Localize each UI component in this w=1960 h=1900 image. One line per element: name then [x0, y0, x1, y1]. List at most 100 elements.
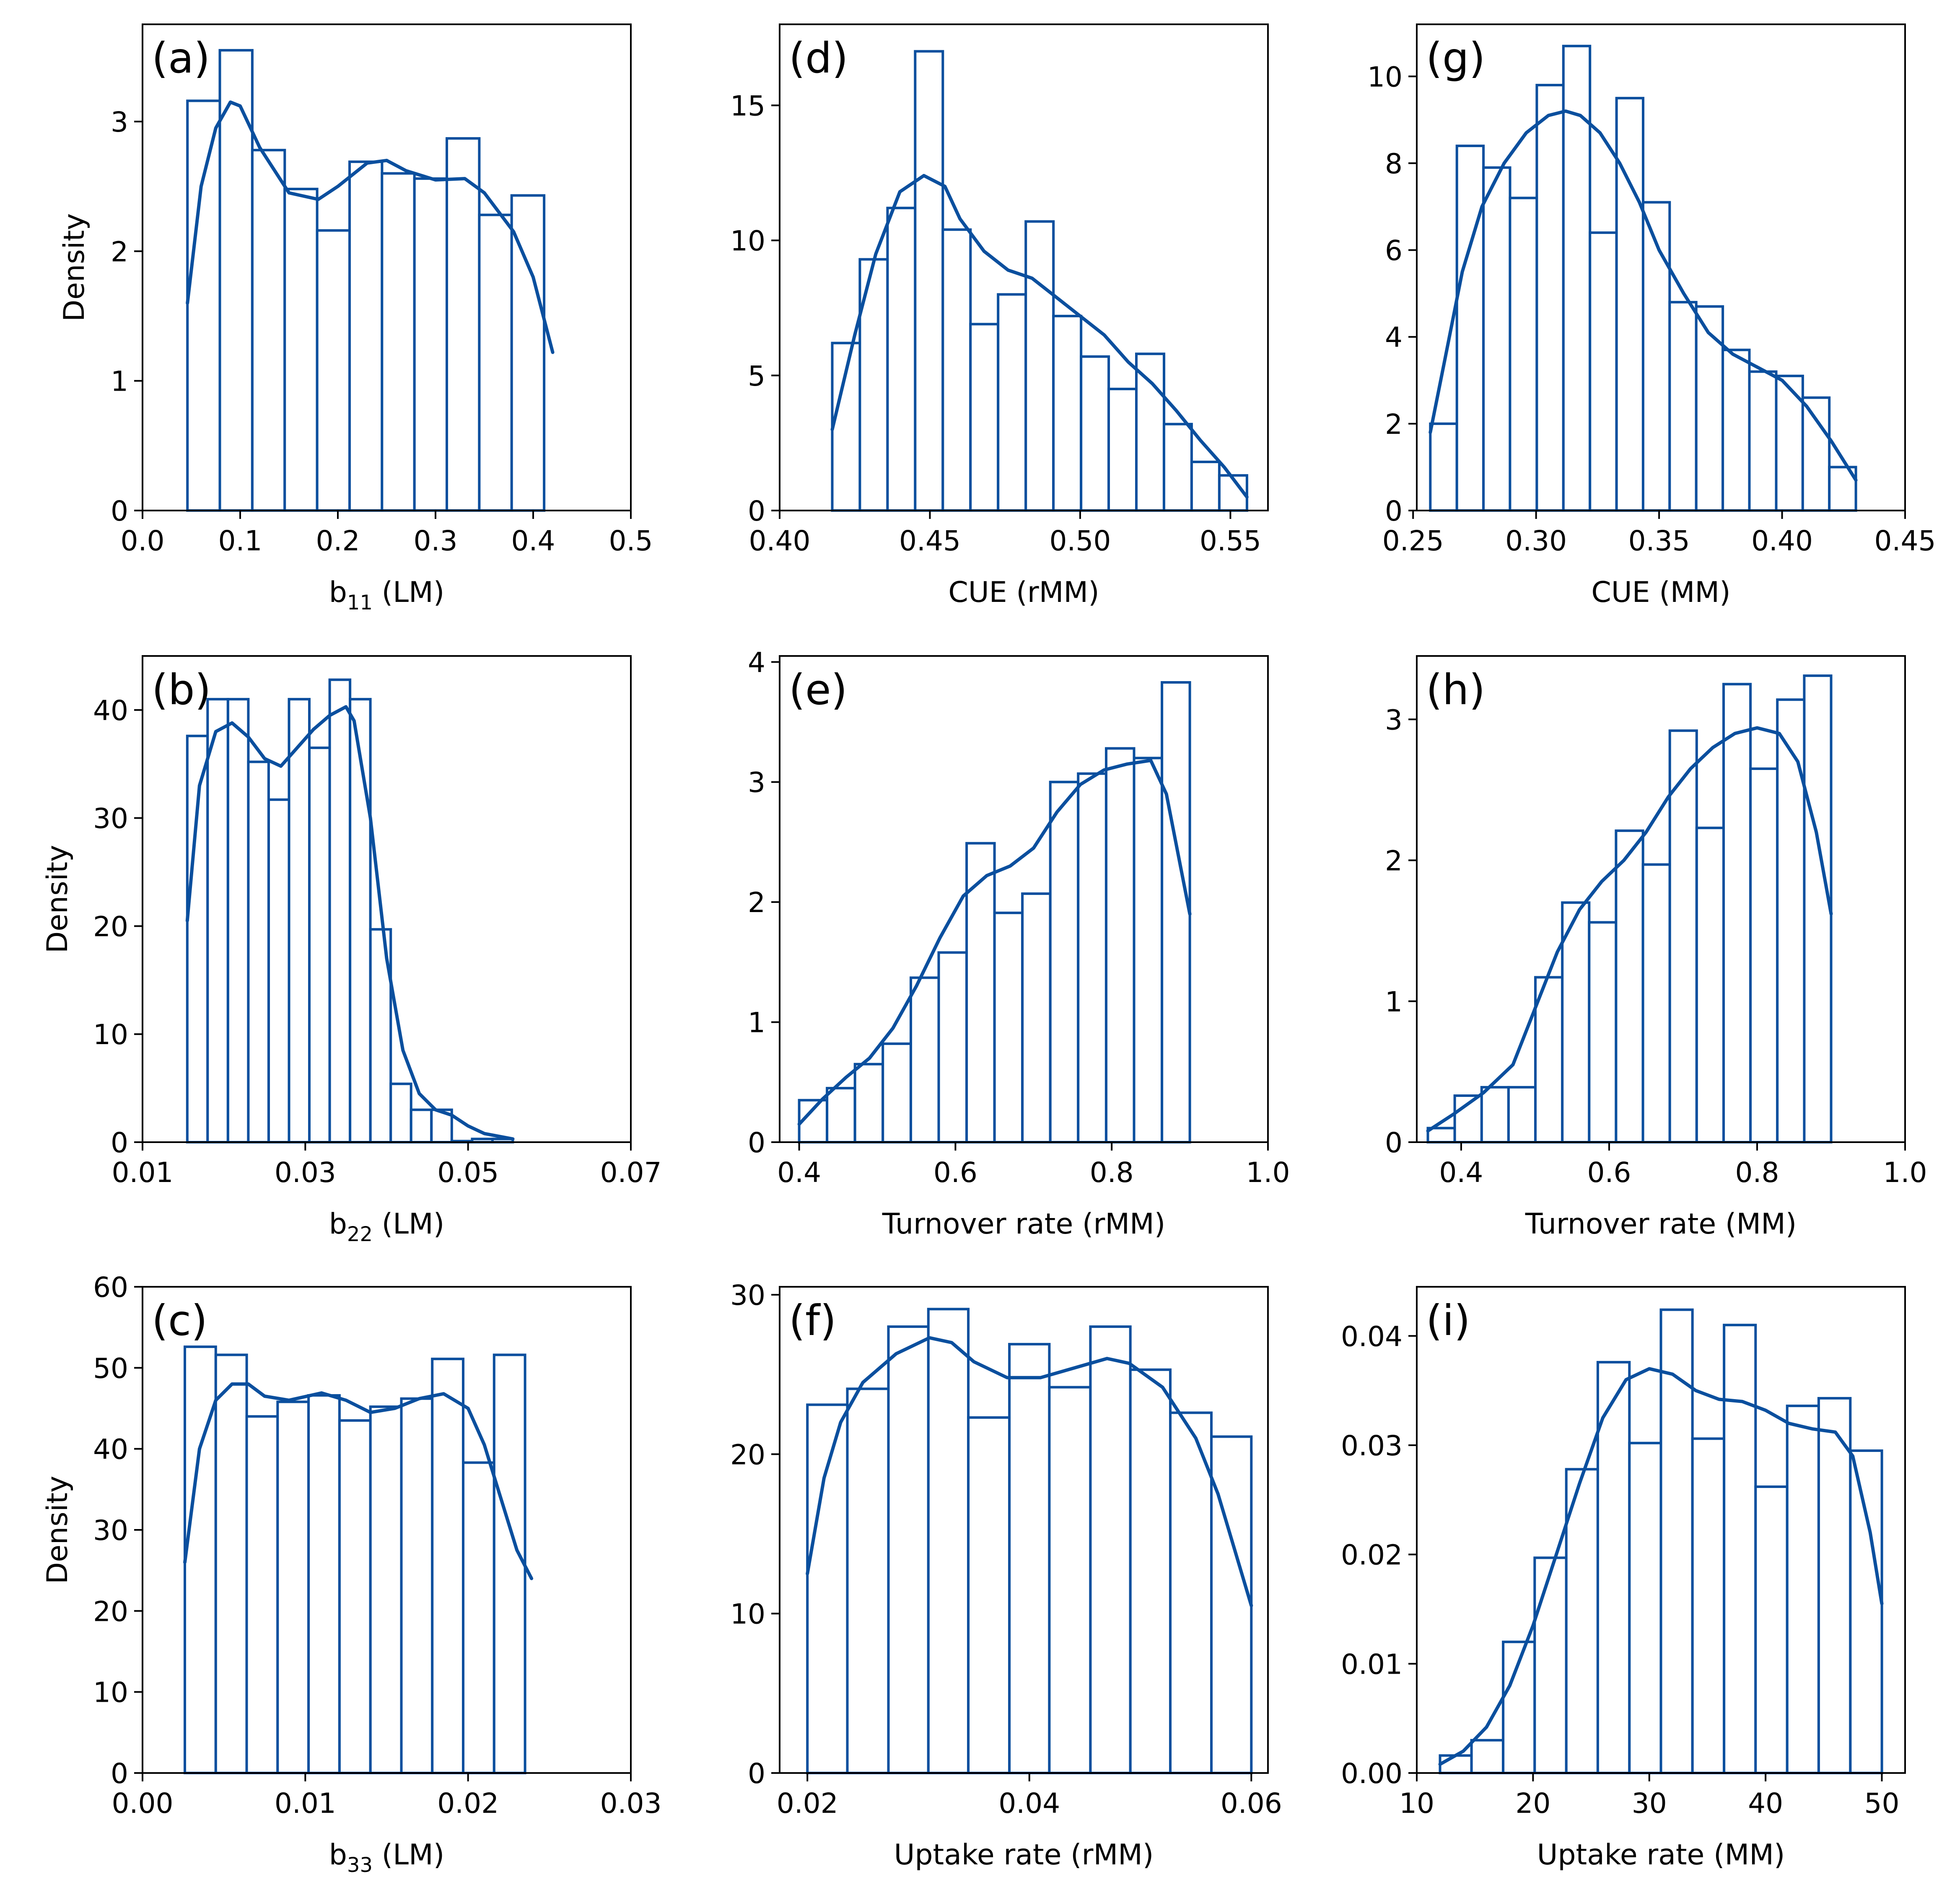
x-axis-label: Turnover rate (MM): [1525, 1208, 1797, 1241]
histogram-bar: [1455, 145, 1485, 512]
y-tick-label: 50: [93, 1352, 128, 1384]
panel-g: 0.25 0.30 0.35 0.40 0.45 0 2 4 6 8 10 CUE (MM) (g): [1367, 23, 1936, 609]
histogram-bar: [941, 228, 972, 512]
histogram-bar: [1077, 772, 1107, 1143]
x-tick-label: 0.06: [1221, 1787, 1282, 1820]
x-tick-label: 0.4: [777, 1156, 821, 1189]
x-axis-label: CUE (MM): [1591, 576, 1730, 609]
y-tick-label: 0.03: [1341, 1430, 1403, 1462]
axes-frame: [779, 1286, 1269, 1774]
x-tick-label: 0.40: [749, 525, 811, 557]
y-tick-label: 40: [93, 695, 128, 727]
x-axis-label-rest: (LM): [373, 576, 444, 609]
panel-label: (f): [789, 1296, 836, 1345]
y-tick-label: 1: [1385, 986, 1403, 1018]
histogram-bar: [997, 293, 1027, 512]
histogram-bar: [1641, 201, 1671, 512]
y-tick-label: 2: [111, 236, 128, 268]
kde-curve: [183, 1382, 534, 1580]
y-tick-label: 0.00: [1341, 1757, 1403, 1790]
axes-frame: [1416, 1286, 1906, 1774]
histogram-bar: [247, 760, 270, 1143]
histogram-bar: [1535, 84, 1565, 512]
histogram-bar: [413, 177, 449, 512]
histogram-bar: [1659, 1308, 1694, 1774]
histogram-bar: [1565, 1468, 1599, 1775]
axes-frame: [1416, 655, 1906, 1143]
histogram-bar: [1722, 683, 1752, 1143]
x-axis-label-main: b: [329, 576, 347, 609]
kde-curve: [830, 174, 1249, 499]
y-tick-label: 10: [93, 1677, 128, 1709]
histogram-bar: [1470, 1739, 1505, 1774]
histogram-bar: [993, 911, 1024, 1143]
y-axis-label: Density: [41, 1476, 74, 1584]
kde-curve: [797, 759, 1192, 1126]
histogram-bar: [1561, 901, 1591, 1143]
histogram-bar: [1534, 976, 1564, 1144]
x-axis-label: Turnover rate (rMM): [882, 1208, 1166, 1241]
histogram-bar: [1588, 921, 1618, 1143]
x-tick-label: 20: [1515, 1787, 1550, 1820]
x-axis-label-main: Uptake rate (rMM): [894, 1838, 1154, 1871]
kde-curve: [185, 705, 515, 1141]
y-tick-label: 0.02: [1341, 1539, 1403, 1571]
x-axis-label-main: CUE (MM): [1591, 576, 1730, 609]
histogram-bars: [806, 1308, 1253, 1775]
histogram-bar: [1190, 461, 1221, 512]
histogram-bar: [1105, 747, 1136, 1143]
histogram-bar: [381, 172, 416, 512]
histogram-bar: [348, 160, 384, 512]
y-tick-label: 4: [748, 646, 765, 679]
histogram-bars: [831, 50, 1248, 512]
x-axis-label-subscript: 11: [347, 591, 373, 614]
panel-c: 0.00 0.01 0.02 0.03 0 10 20 30 40 50 60 b33 (LM) Den…: [41, 1271, 661, 1877]
panel-d: 0.40 0.45 0.50 0.55 0 5 10 15 CUE (rMM) (d): [730, 23, 1269, 609]
histogram-bar: [478, 213, 513, 512]
histogram-bar: [1817, 1397, 1852, 1774]
histogram-bar: [1021, 892, 1052, 1144]
histogram-bar: [1162, 423, 1193, 512]
y-tick-label: 10: [93, 1019, 128, 1051]
histogram-bar: [1429, 422, 1458, 512]
x-tick-label: 0.4: [511, 525, 555, 557]
x-tick-label: 0.25: [1382, 525, 1444, 557]
y-tick-label: 0: [111, 1127, 128, 1159]
histogram-bar: [914, 50, 944, 512]
histogram-bar: [1691, 1437, 1726, 1775]
histogram-bar: [214, 1353, 248, 1774]
x-axis-label-subscript: 33: [347, 1853, 373, 1877]
x-tick-label: 1.0: [1883, 1156, 1927, 1189]
histogram-bar: [400, 1397, 434, 1775]
histogram-bar: [276, 1400, 310, 1774]
y-tick-label: 2: [1385, 845, 1403, 877]
histogram-bar: [1161, 681, 1191, 1143]
x-axis-label-main: Turnover rate (rMM): [882, 1208, 1166, 1241]
y-tick-label: 3: [1385, 704, 1403, 736]
x-tick-label: 0.0: [121, 525, 165, 557]
histogram-bar: [1482, 166, 1511, 512]
histogram-bar: [967, 1416, 1011, 1774]
x-axis-label-subscript: 22: [347, 1223, 373, 1246]
histogram-bar: [1210, 1435, 1253, 1774]
histogram-bars: [1439, 1308, 1883, 1775]
axes-frame: [142, 23, 632, 511]
y-tick-label: 10: [730, 1598, 765, 1630]
panel-label: (c): [152, 1296, 207, 1345]
x-tick-label: 0.03: [600, 1787, 662, 1820]
y-tick-label: 3: [748, 767, 765, 799]
histogram-bar: [1628, 1441, 1662, 1775]
panel-label: (i): [1426, 1296, 1470, 1345]
histogram-bar: [328, 678, 352, 1143]
histogram-bar: [1596, 1361, 1631, 1774]
panel-e: 0.4 0.6 0.8 1.0 0 1 2 3 4 Turnover rate (rMM) (e): [748, 646, 1290, 1241]
y-tick-label: 30: [93, 803, 128, 835]
histogram-bars: [184, 1345, 526, 1775]
histogram-bar: [1509, 197, 1538, 512]
y-tick-label: 5: [748, 360, 765, 392]
x-axis-label: Uptake rate (rMM): [894, 1838, 1154, 1871]
x-tick-label: 0.5: [609, 525, 653, 557]
panel-label: (g): [1426, 34, 1486, 83]
histogram-bar: [826, 1087, 856, 1144]
x-tick-label: 0.8: [1090, 1156, 1134, 1189]
